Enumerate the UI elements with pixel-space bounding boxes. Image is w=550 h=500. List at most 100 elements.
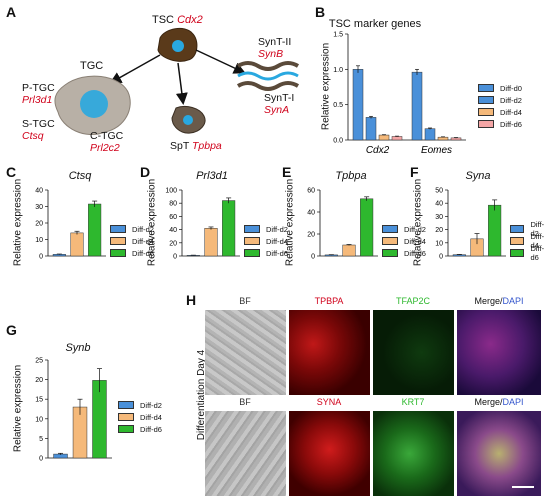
chart-f-ytick-label: 10 xyxy=(435,240,443,247)
chart-b-ytick-label: 0.5 xyxy=(333,102,343,109)
tgc-nucleus xyxy=(80,90,108,118)
legend-swatch xyxy=(510,237,525,245)
h-row2-syna-header: SYNA xyxy=(316,397,342,407)
synti-label: SynT-I xyxy=(264,92,295,104)
legend-label: Diff-d6 xyxy=(404,248,426,258)
chart-b-ytick-label: 0.0 xyxy=(333,138,343,145)
chart-g-ytick-label: 15 xyxy=(35,397,43,404)
legend-swatch xyxy=(118,401,134,409)
legend-entry: Diff-d4 xyxy=(478,106,522,118)
chart-b-ytick-label: 1.5 xyxy=(333,32,343,39)
chart-g-ytick-label: 0 xyxy=(39,456,43,463)
legend-entry: Diff-d4 xyxy=(382,235,426,247)
legend-label: Diff-d2 xyxy=(530,220,545,238)
panel-c-label: C xyxy=(6,164,17,180)
legend-swatch xyxy=(110,237,126,245)
ctgc-label: C-TGC xyxy=(90,130,124,142)
chart-g-title: Synb xyxy=(65,342,91,354)
h-row2-bf-header: BF xyxy=(239,397,251,407)
tsc-gene: Cdx2 xyxy=(177,14,203,26)
chart-f-ytick-label: 30 xyxy=(435,214,443,221)
legend-label: Diff-d0 xyxy=(500,83,522,93)
chart-d-bar xyxy=(222,200,236,257)
chart-b-category-label: Eomes xyxy=(421,145,452,156)
chart-b-bar xyxy=(437,136,449,141)
spt-nucleus xyxy=(183,115,193,125)
legend-label: Diff-d4 xyxy=(404,236,426,246)
chart-g-ytick-label: 5 xyxy=(39,436,43,443)
legend-label: Diff-d4 xyxy=(132,236,154,246)
h-row2-merge-header: Merge/ xyxy=(474,397,503,407)
chart-b-bar xyxy=(411,71,423,141)
spt-gene: Tpbpa xyxy=(192,140,222,152)
chart-b-title: TSC marker genes xyxy=(328,18,422,30)
chart-f-svg: 0 10 20 30 40 50 xyxy=(435,188,506,261)
legend-entry: Diff-d4 xyxy=(118,411,162,423)
ptgc-label: P-TGC xyxy=(22,82,55,94)
legend-swatch xyxy=(244,237,260,245)
legend-entry: Diff-d4 xyxy=(110,235,154,247)
legend-label: Diff-d6 xyxy=(500,119,522,129)
scale-bar xyxy=(512,486,534,488)
chart-e-ytick-label: 20 xyxy=(307,232,315,239)
h-row1-tfap2c-header: TFAP2C xyxy=(395,296,430,306)
chart-g-ytick-label: 20 xyxy=(35,377,43,384)
tgc-label: TGC xyxy=(80,60,104,72)
chart-d-ytick-label: 40 xyxy=(169,227,177,234)
legend-label: Diff-d2 xyxy=(140,400,162,410)
synt-layer-mid xyxy=(237,71,299,81)
legend-swatch xyxy=(244,225,260,233)
h-row1-merge-image xyxy=(457,310,541,395)
legend-label: Diff-d2 xyxy=(266,224,288,234)
chart-c-ytick-label: 20 xyxy=(35,221,43,228)
panel-f-label: F xyxy=(410,164,419,180)
h-row1-bf-header: BF xyxy=(239,296,251,306)
chart-d-ytick-label: 20 xyxy=(169,240,177,247)
panel-a-label: A xyxy=(6,4,17,20)
chart-b-ytick-label: 1.0 xyxy=(333,67,343,74)
legend-swatch xyxy=(110,225,126,233)
chart-c-ytick-label: 40 xyxy=(35,188,43,195)
syntii-label: SynT-II xyxy=(258,36,292,48)
chart-c-svg: 0 10 20 30 40 xyxy=(35,188,106,261)
chart-d-bar xyxy=(204,228,218,257)
h-row1-dapi-header: DAPI xyxy=(502,296,524,306)
legend-label: Diff-d6 xyxy=(530,244,545,262)
chart-b-svg: 0.0 0.5 1.0 1.5 Cdx2 Eomes xyxy=(333,32,466,156)
legend-entry: Diff-d2 xyxy=(510,220,550,238)
chart-d-ytick-label: 100 xyxy=(165,188,177,195)
panel-a-diagram xyxy=(54,27,300,135)
legend-swatch xyxy=(382,225,398,233)
h-row2-krt7-header: KRT7 xyxy=(401,397,425,407)
legend-swatch xyxy=(478,108,494,116)
legend-label: Diff-d4 xyxy=(140,412,162,422)
chart-g-ytick-label: 10 xyxy=(35,416,43,423)
chart-d-ytick-label: 0 xyxy=(173,254,177,261)
chart-e-ytick-label: 40 xyxy=(307,210,315,217)
legend-label: Diff-d4 xyxy=(500,107,522,117)
legend-label: Diff-d6 xyxy=(140,424,162,434)
legend-label: Diff-d4 xyxy=(266,236,288,246)
chart-e-ytick-label: 60 xyxy=(307,188,315,195)
chart-e-bar xyxy=(360,198,374,257)
stgc-gene: Ctsq xyxy=(22,130,44,142)
legend-label: Diff-d2 xyxy=(404,224,426,234)
chart-f-ytick-label: 40 xyxy=(435,201,443,208)
chart-b-bar xyxy=(424,128,436,141)
chart-b-bar xyxy=(352,69,364,141)
chart-g-ytick-label: 25 xyxy=(35,358,43,365)
legend-swatch xyxy=(118,425,134,433)
h-row1-tfap2c-image xyxy=(373,310,454,395)
chart-e-bar xyxy=(342,244,356,257)
chart-f-legend: Diff-d2 Diff-d4 Diff-d6 xyxy=(510,220,550,262)
legend-swatch xyxy=(118,413,134,421)
legend-entry: Diff-d2 xyxy=(110,223,154,235)
synti-gene: SynA xyxy=(264,104,290,116)
h-row2-bf-image xyxy=(205,411,286,496)
h-row1-tpbpa-header: TPBPA xyxy=(314,296,344,306)
legend-entry: Diff-d4 xyxy=(510,232,550,250)
chart-f-ytick-label: 0 xyxy=(439,254,443,261)
legend-entry: Diff-d2 xyxy=(118,399,162,411)
legend-entry: Diff-d6 xyxy=(510,244,550,262)
chart-e-ytick-label: 0 xyxy=(311,254,315,261)
